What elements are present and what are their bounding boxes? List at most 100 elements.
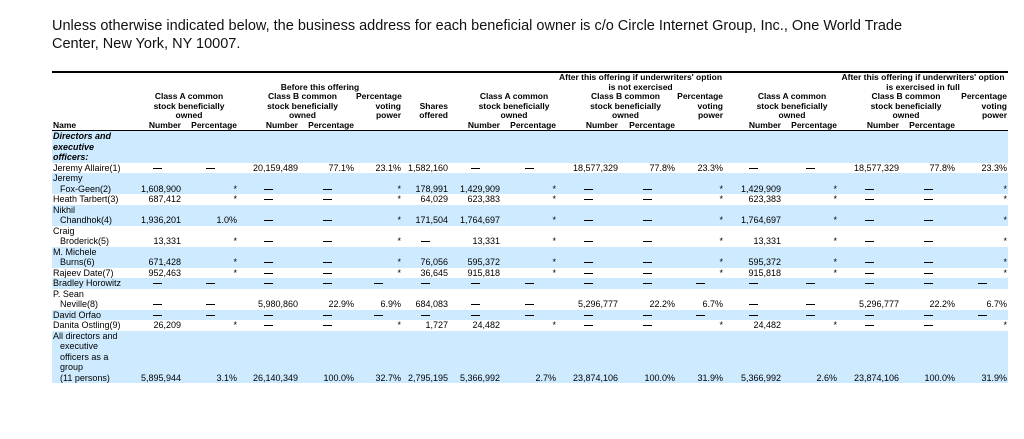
dash-mark: [748, 283, 758, 285]
owner-name-line: Fox-Geen(2): [60, 183, 112, 194]
header-percentage: Percentage: [182, 120, 238, 131]
dash-mark: [421, 283, 430, 285]
table-cell: —: [238, 320, 299, 331]
owner-name: Heath Tarbert(3): [52, 194, 132, 205]
table-cell: 684,083: [415, 299, 448, 309]
table-cell: 2.6%: [782, 330, 838, 383]
owner-name-line: Danita Ostling(9): [53, 320, 121, 330]
dash-mark: [643, 314, 652, 316]
table-cell: —: [449, 309, 501, 320]
table-cell: *: [719, 194, 723, 204]
header-shares-offered: Shares offered: [419, 100, 448, 120]
table-cell: —: [557, 309, 619, 320]
table-cell: —: [299, 226, 355, 247]
dash-mark: [864, 188, 874, 190]
dash-mark: [748, 167, 758, 169]
dash-mark: [864, 325, 874, 327]
table-cell: *: [355, 246, 402, 268]
table-cell: 6.7%: [702, 299, 723, 309]
header-percentage: Percentage: [782, 120, 838, 131]
dash-mark: [524, 283, 534, 285]
table-cell: 100.0%: [619, 330, 676, 383]
table-cell: *: [782, 246, 838, 268]
dash-mark: [322, 283, 332, 285]
header-number: Number: [449, 120, 501, 131]
table-cell: *: [552, 194, 556, 204]
table-cell: 952,463: [148, 267, 181, 278]
header-class-a-not-exercised: Class A common stock beneficially owned: [478, 92, 550, 120]
owner-name-line: Nikhil: [53, 204, 76, 215]
table-cell: —: [402, 278, 449, 289]
table-cell: *: [552, 267, 556, 278]
table-cell: —: [238, 246, 299, 268]
table-cell: —: [182, 309, 238, 320]
owner-name: Rajeev Date(7): [52, 268, 132, 279]
table-cell: 20,159,489: [252, 162, 298, 173]
dash-mark: [322, 188, 332, 190]
dash-mark: [923, 220, 933, 222]
table-cell: 23,874,106: [838, 330, 900, 383]
dash-mark: [583, 241, 593, 243]
owner-name-line: Chandhok(4): [60, 215, 113, 225]
table-cell: —: [619, 278, 676, 289]
dash-mark: [643, 272, 652, 274]
table-cell: 31.9%: [676, 330, 724, 383]
table-cell: *: [719, 236, 723, 246]
table-cell: —: [956, 309, 1008, 320]
table-cell: —: [182, 278, 238, 289]
table-cell: —: [838, 226, 900, 247]
dash-mark: [264, 220, 273, 222]
dash-mark: [923, 325, 933, 327]
dash-mark: [583, 188, 593, 190]
table-cell: —: [782, 163, 838, 174]
table-cell: —: [619, 246, 676, 268]
owner-name-line: P. Sean: [53, 288, 84, 299]
dash-mark: [805, 314, 815, 316]
table-cell: *: [719, 320, 723, 330]
dash-mark: [695, 283, 705, 285]
table-cell: 77.8%: [929, 162, 955, 173]
dash-mark: [643, 199, 652, 201]
dash-mark: [643, 283, 652, 285]
table-row: M. MicheleBurns(6)671,428*——*76,056595,3…: [52, 246, 1008, 268]
header-number: Number: [238, 120, 299, 131]
table-cell: 1,429,909: [724, 173, 782, 194]
dash-mark: [923, 188, 933, 190]
table-cell: —: [900, 173, 956, 194]
table-cell: —: [557, 246, 619, 268]
header-percentage: Percentage: [501, 120, 557, 131]
table-cell: —: [238, 204, 299, 226]
owner-name-line: Heath Tarbert(3): [53, 194, 119, 204]
dash-mark: [264, 188, 273, 190]
table-cell: *: [182, 246, 238, 268]
table-cell: 5,366,992: [724, 330, 782, 383]
table-cell: *: [956, 173, 1008, 194]
table-row: Danita Ostling(9)26,209*——*1,72724,482*—…: [52, 320, 1008, 331]
table-cell: —: [724, 289, 782, 310]
owner-name-line: officers as a: [60, 351, 109, 362]
owner-name-line: Craig: [53, 225, 75, 236]
dash-mark: [152, 304, 162, 306]
table-cell: —: [182, 289, 238, 310]
table-cell: —: [449, 278, 501, 289]
table-cell: 23,874,106: [557, 330, 619, 383]
table-cell: —: [900, 226, 956, 247]
table-cell: 3.1%: [182, 330, 238, 383]
table-cell: —: [782, 278, 838, 289]
table-cell: 1,727: [425, 320, 448, 330]
table-cell: 77.1%: [328, 162, 354, 173]
dash-mark: [695, 314, 705, 316]
table-cell: —: [299, 173, 355, 194]
table-cell: *: [676, 246, 724, 268]
dash-mark: [322, 241, 332, 243]
owner-name: Jeremy Fox-Geen(2): [52, 173, 132, 194]
table-cell: —: [132, 289, 182, 310]
table-cell: —: [557, 320, 619, 331]
table-row: JeremyFox-Geen(2)1,608,900*——*178,9911,4…: [52, 173, 1008, 194]
table-cell: 915,818: [467, 267, 500, 278]
table-row: Bradley Horowitz————————————————: [52, 278, 1008, 289]
owner-name-line: Jeremy: [53, 173, 83, 183]
header-percentage: Percentage: [299, 120, 355, 131]
owner-name-line: Bradley Horowitz: [53, 278, 122, 288]
